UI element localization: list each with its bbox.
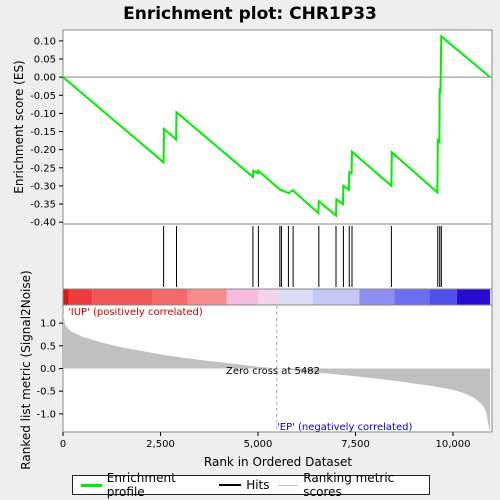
ranking-metric-area — [63, 313, 491, 432]
es-tick-label: 0.00 — [34, 73, 56, 84]
es-tick-label: -0.25 — [30, 163, 56, 174]
x-tick-label: 0 — [60, 439, 66, 450]
es-axis-title: Enrichment score (ES) — [12, 60, 26, 193]
black-line-swatch-icon — [219, 484, 242, 486]
legend-label: Enrichment profile — [106, 471, 176, 499]
legend-label: Hits — [246, 478, 270, 492]
x-tick-label: 5,000 — [244, 439, 273, 450]
color-bar-segment — [359, 289, 395, 305]
color-bar-segment — [63, 289, 69, 305]
es-tick-label: 0.10 — [34, 36, 56, 47]
metric-tick-label: 1.0 — [40, 319, 56, 330]
gray-line-swatch-icon — [277, 484, 299, 486]
es-tick-label: -0.40 — [30, 218, 56, 229]
metric-axis-title: Ranked list metric (Signal2Noise) — [19, 270, 33, 469]
color-bar-segment — [152, 289, 188, 305]
es-tick-label: 0.05 — [34, 55, 56, 66]
es-tick-label: -0.15 — [30, 127, 56, 138]
color-bar-segment — [429, 289, 457, 305]
legend-item-hits: Hits — [219, 478, 270, 492]
enrichment-profile-line — [62, 34, 491, 218]
color-bar-segment — [258, 289, 278, 305]
hits-group — [163, 226, 442, 287]
legend-item-metric: Ranking metric scores — [277, 471, 429, 499]
x-axis: 0 2,500 5,000 7,500 10,000 — [60, 432, 471, 450]
es-panel: 0.10 0.05 0.00 -0.05 -0.10 -0.15 -0.20 -0.25 -0.… — [12, 29, 493, 229]
color-bar-segment — [394, 289, 430, 305]
color-bar-segment — [68, 289, 93, 305]
metric-tick-label: 0.5 — [40, 341, 56, 352]
rank-color-bar — [62, 288, 493, 306]
negative-correlation-label: 'EP' (negatively correlated) — [277, 422, 412, 433]
es-tick-label: -0.35 — [30, 200, 56, 211]
x-tick-label: 7,500 — [341, 439, 370, 450]
es-tick-label: -0.10 — [30, 109, 56, 120]
zero-cross-label: Zero cross at 5482 — [226, 366, 320, 377]
color-bar-segment — [312, 289, 360, 305]
x-axis-title: Rank in Ordered Dataset — [204, 455, 352, 469]
color-bar-segment — [277, 289, 313, 305]
es-plot-area — [62, 29, 493, 225]
color-bar-segment — [456, 289, 491, 305]
metric-tick-label: -0.5 — [36, 387, 56, 398]
legend: Enrichment profile Hits Ranking metric s… — [72, 471, 430, 499]
metric-panel: 1.0 0.5 0.0 -0.5 -1.0 'IUP' (positively corr… — [19, 270, 493, 470]
metric-y-axis: 1.0 0.5 0.0 -0.5 -1.0 — [36, 319, 63, 420]
legend-label: Ranking metric scores — [303, 471, 395, 499]
green-line-swatch-icon — [81, 483, 102, 487]
chart-title: Enrichment plot: CHR1P33 — [123, 4, 377, 24]
hits-panel — [62, 223, 493, 290]
color-bar-segment — [226, 289, 258, 305]
es-tick-label: -0.05 — [30, 91, 56, 102]
color-bar-segment — [92, 289, 153, 305]
legend-item-enrichment: Enrichment profile — [81, 471, 211, 499]
positive-correlation-label: 'IUP' (positively correlated) — [68, 307, 203, 318]
hits-area — [62, 223, 493, 290]
color-bar-segment — [187, 289, 227, 305]
es-tick-label: -0.20 — [30, 145, 56, 156]
metric-tick-label: -1.0 — [36, 409, 56, 420]
es-y-axis: 0.10 0.05 0.00 -0.05 -0.10 -0.15 -0.20 -0.25 -0.… — [30, 36, 63, 229]
x-tick-label: 10,000 — [436, 439, 471, 450]
es-tick-label: -0.30 — [30, 181, 56, 192]
metric-tick-label: 0.0 — [40, 364, 56, 375]
x-tick-label: 2,500 — [146, 439, 175, 450]
